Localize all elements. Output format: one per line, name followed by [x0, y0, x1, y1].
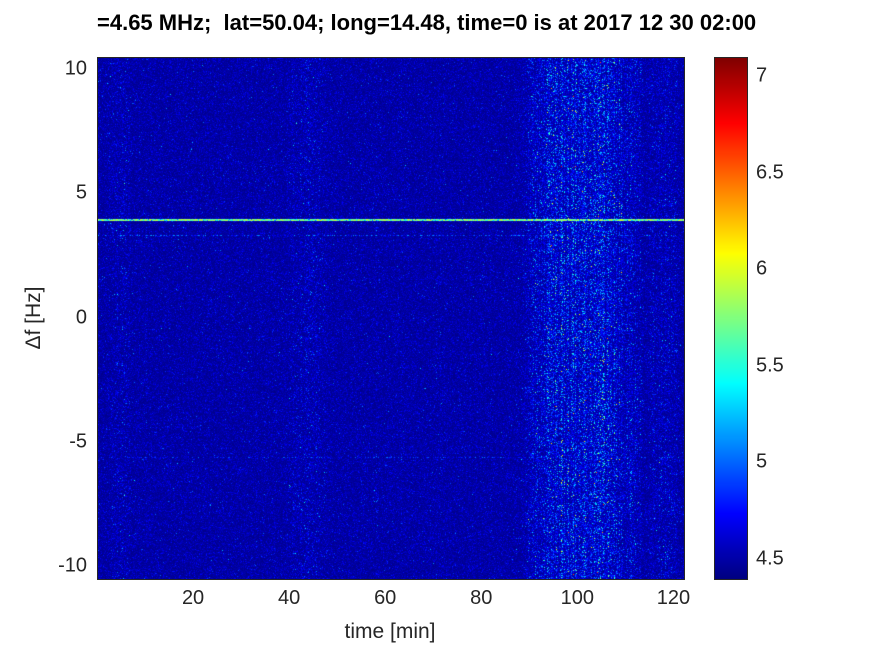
y-tick-label: 10: [64, 57, 87, 80]
colorbar-tick-label: 5: [756, 450, 768, 473]
x-tick-label: 100: [560, 587, 594, 609]
x-tick-label: 120: [656, 587, 691, 609]
y-tick-label: 0: [75, 306, 87, 328]
colorbar-tick-label: 6.5: [756, 161, 784, 184]
x-axis-label: time [min]: [344, 620, 436, 643]
y-tick-label: -5: [69, 430, 87, 453]
heatmap-canvas: [98, 58, 684, 579]
y-tick-label: -10: [58, 554, 87, 577]
x-tick-label: 80: [470, 587, 493, 609]
colorbar-canvas: [715, 58, 747, 579]
colorbar-tick-label: 7: [756, 64, 768, 87]
x-tick-label: 20: [181, 587, 205, 609]
heatmap-plot: [97, 57, 685, 580]
colorbar-tick-label: 5.5: [756, 354, 784, 377]
colorbar-tick-label: 6: [756, 257, 768, 280]
x-tick-label: 40: [278, 587, 301, 609]
chart-title: =4.65 MHz; lat=50.04; long=14.48, time=0…: [97, 10, 757, 35]
colorbar: [714, 57, 748, 580]
x-tick-label: 60: [374, 587, 397, 609]
colorbar-tick-label: 4.5: [756, 547, 784, 570]
y-tick-label: 5: [75, 181, 87, 204]
